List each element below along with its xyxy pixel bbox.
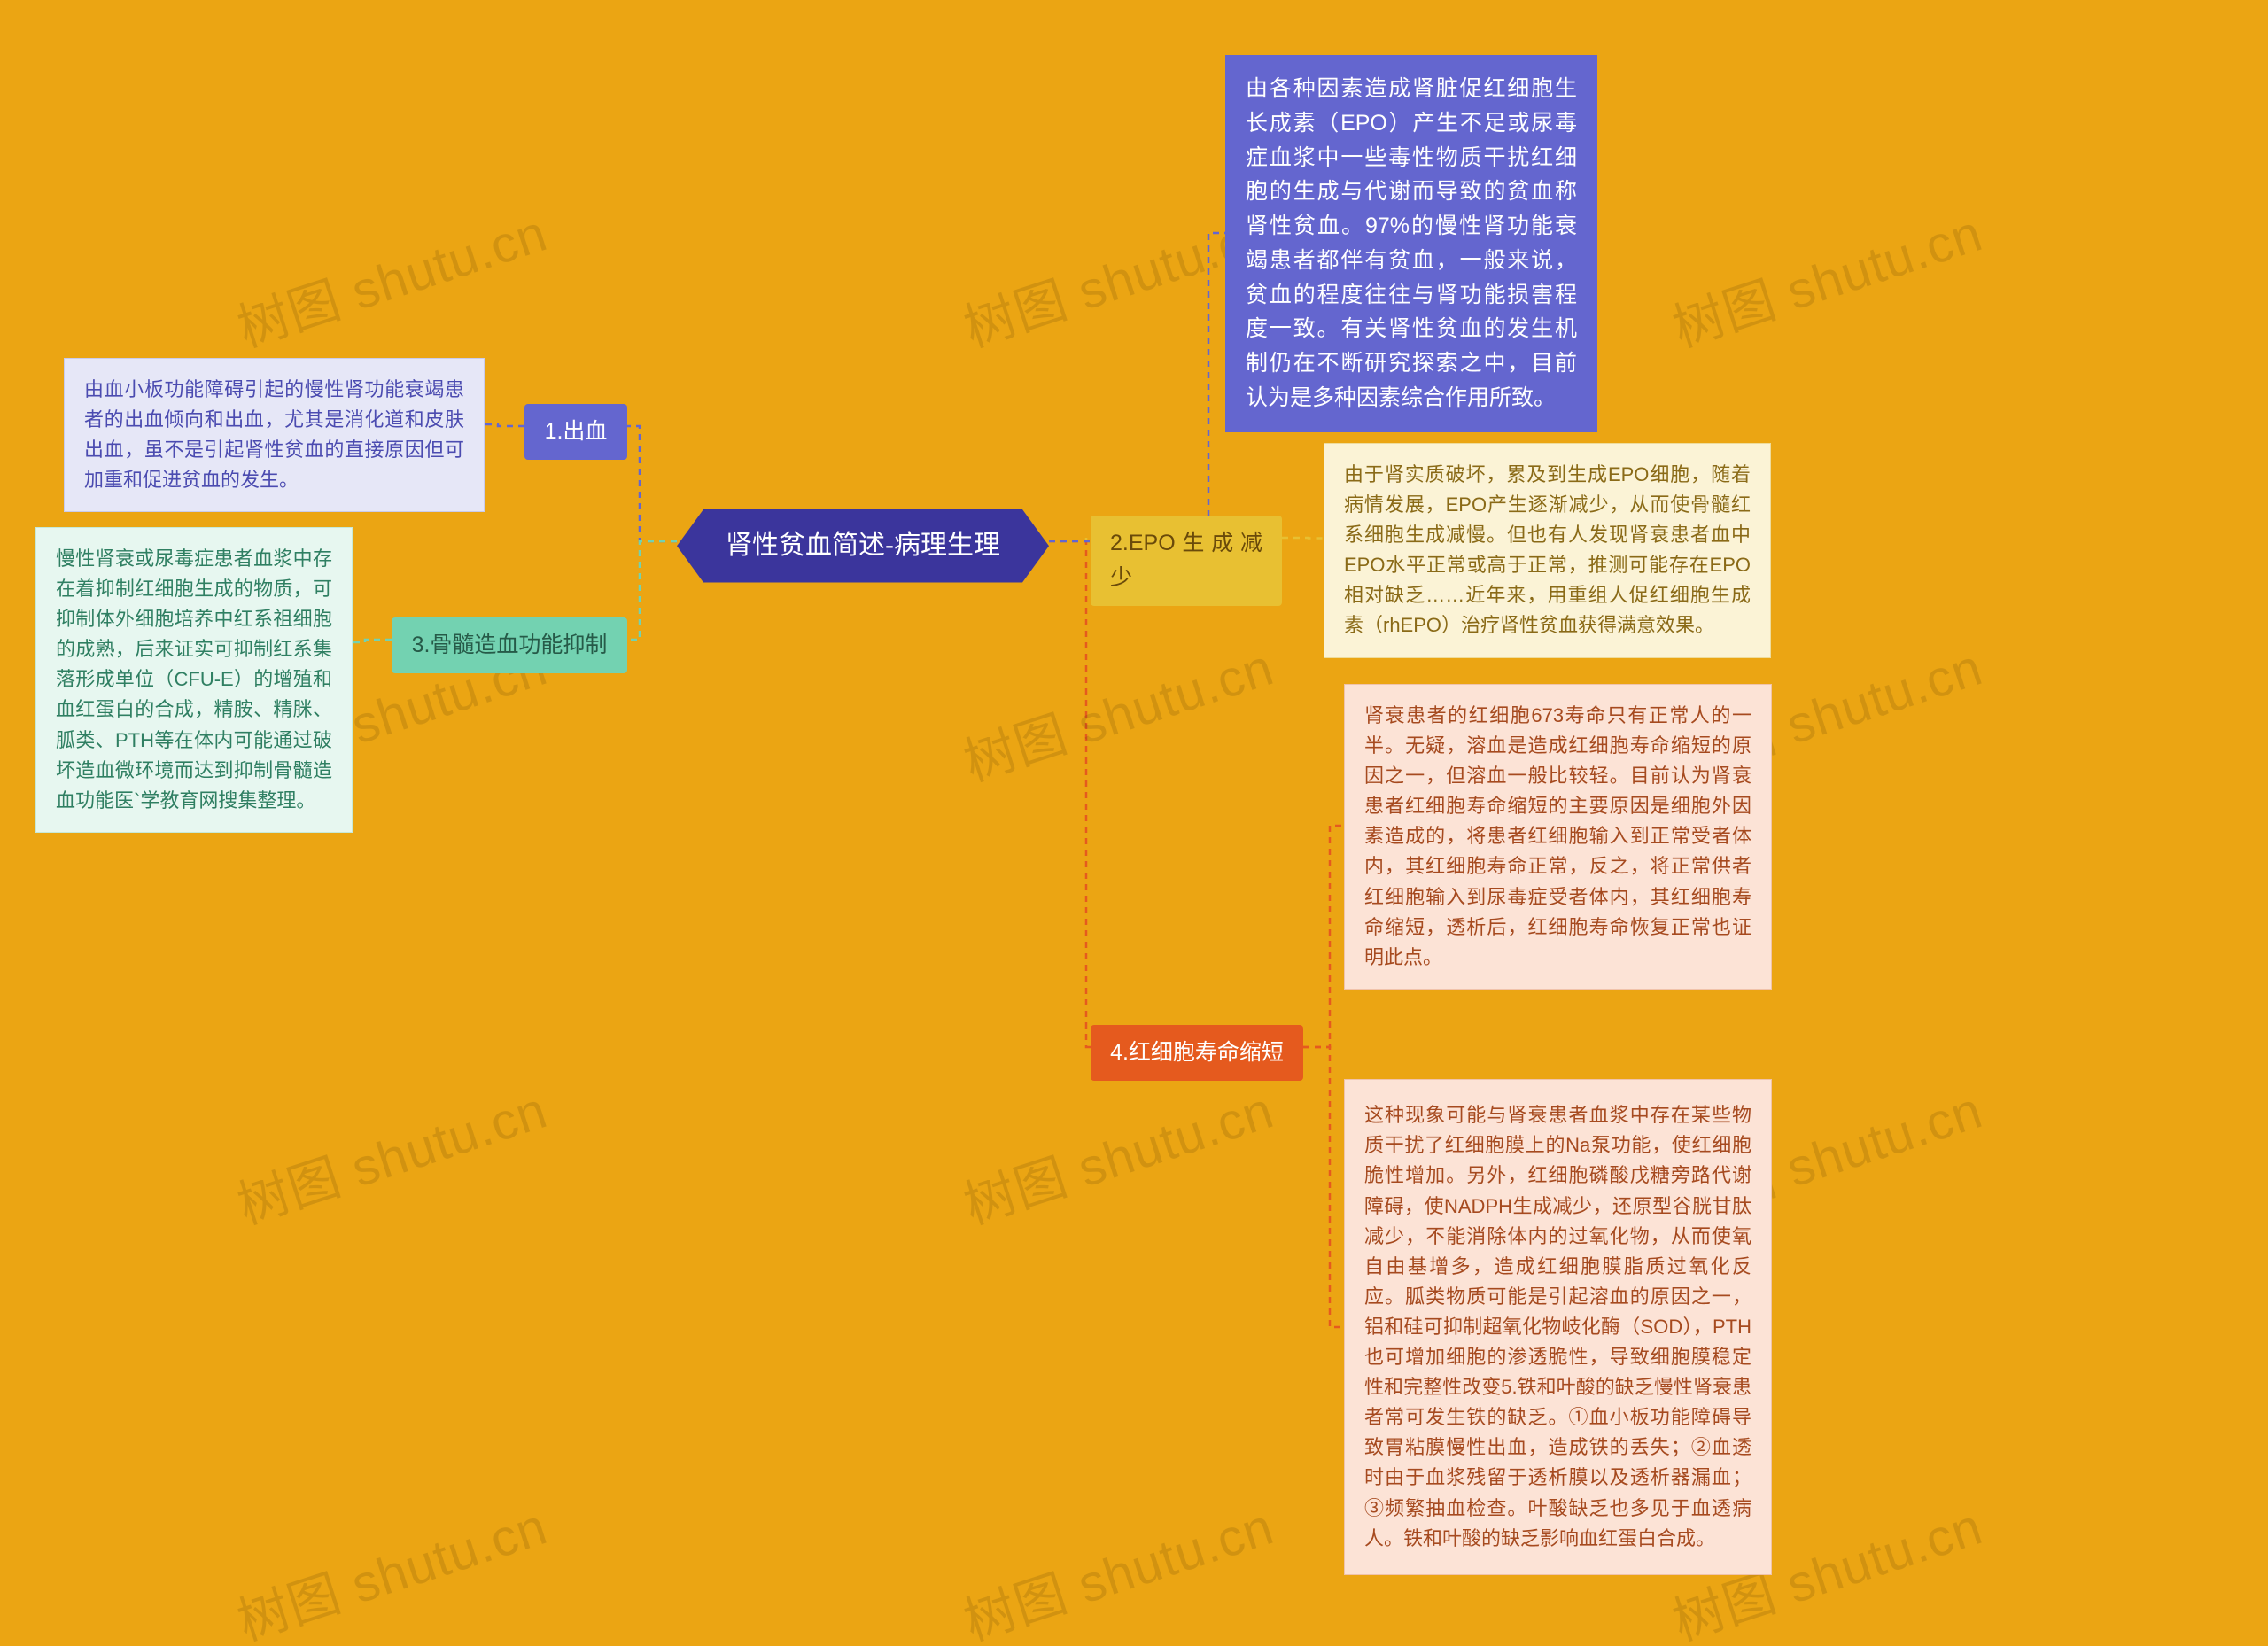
connector	[485, 424, 524, 426]
connector	[627, 426, 677, 541]
connector	[1303, 1047, 1344, 1327]
branch-b1[interactable]: 1.出血	[524, 404, 627, 460]
watermark: 树图 shutu.cn	[1662, 191, 1991, 361]
leaf-l1: 由血小板功能障碍引起的慢性肾功能衰竭患者的出血倾向和出血，尤其是消化道和皮肤出血…	[64, 358, 485, 512]
connector	[1049, 541, 1091, 1047]
central-topic[interactable]: 肾性贫血简述-病理生理	[677, 509, 1049, 583]
watermark: 树图 shutu.cn	[953, 1068, 1282, 1238]
watermark: 树图 shutu.cn	[227, 191, 555, 361]
leaf-l3: 慢性肾衰或尿毒症患者血浆中存在着抑制红细胞生成的物质，可抑制体外细胞培养中红系祖…	[35, 527, 353, 833]
branch-b2[interactable]: 2.EPO生成减少	[1091, 516, 1282, 606]
connector	[627, 541, 677, 640]
branch-b3[interactable]: 3.骨髓造血功能抑制	[392, 617, 627, 673]
connector	[1049, 538, 1091, 541]
leaf-l2: 由于肾实质破坏，累及到生成EPO细胞，随着病情发展，EPO产生逐渐减少，从而使骨…	[1324, 443, 1771, 658]
watermark: 树图 shutu.cn	[953, 625, 1282, 796]
branch-b4[interactable]: 4.红细胞寿命缩短	[1091, 1025, 1303, 1081]
watermark: 树图 shutu.cn	[227, 1485, 555, 1646]
connector	[1282, 538, 1324, 539]
connector	[1303, 826, 1344, 1047]
leaf-l4b: 这种现象可能与肾衰患者血浆中存在某些物质干扰了红细胞膜上的Na泵功能，使红细胞脆…	[1344, 1079, 1772, 1575]
connector	[353, 640, 392, 642]
mindmap-canvas: 树图 shutu.cn 树图 shutu.cn 树图 shutu.cn 树图 shut…	[0, 0, 2268, 1646]
leaf-l4a: 肾衰患者的红细胞673寿命只有正常人的一半。无疑，溶血是造成红细胞寿命缩短的原因…	[1344, 684, 1772, 990]
watermark: 树图 shutu.cn	[953, 1485, 1282, 1646]
leaf-l0: 由各种因素造成肾脏促红细胞生长成素（EPO）产生不足或尿毒症血浆中一些毒性物质干…	[1225, 55, 1597, 432]
watermark: 树图 shutu.cn	[227, 1068, 555, 1238]
